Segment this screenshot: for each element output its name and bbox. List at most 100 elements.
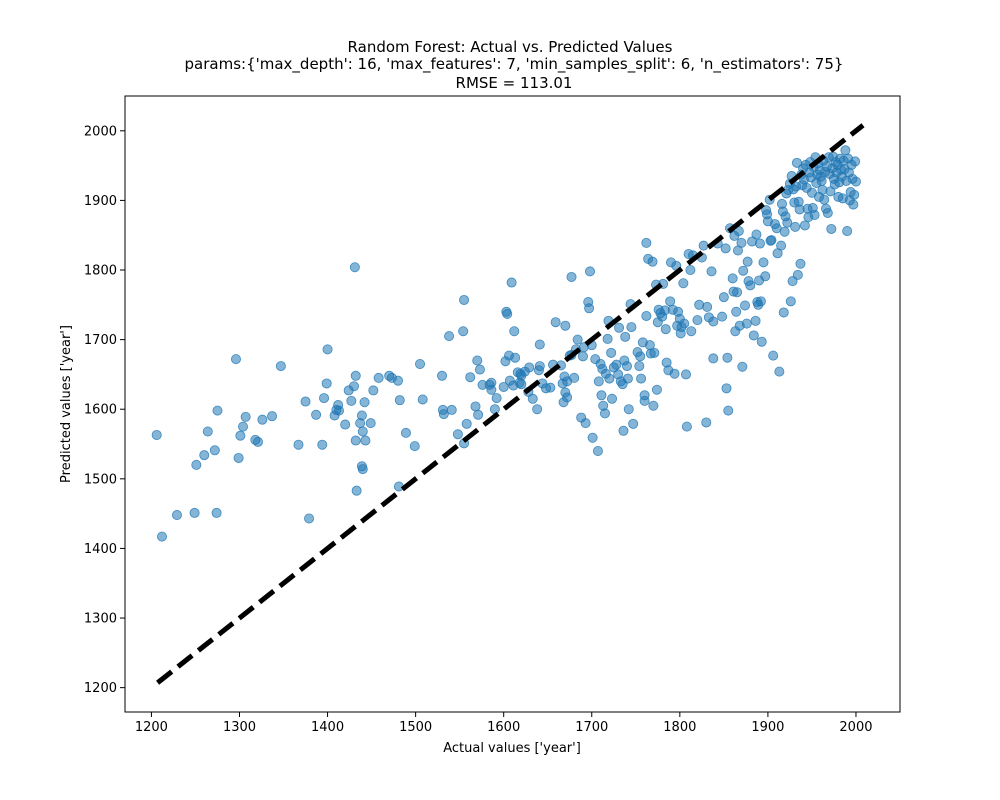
data-point-45 bbox=[359, 397, 370, 408]
data-point-73 bbox=[474, 364, 485, 375]
data-point-196 bbox=[678, 278, 689, 289]
data-point-238 bbox=[745, 280, 756, 291]
data-point-344 bbox=[849, 189, 860, 200]
data-point-209 bbox=[702, 301, 713, 312]
y-tick-label-1400: 1400 bbox=[84, 542, 117, 557]
data-point-216 bbox=[718, 292, 729, 303]
data-point-31 bbox=[334, 405, 345, 416]
data-point-77 bbox=[486, 377, 497, 388]
data-point-79 bbox=[491, 393, 502, 404]
data-point-113 bbox=[560, 320, 571, 331]
data-point-240 bbox=[748, 330, 759, 341]
data-point-69 bbox=[465, 372, 476, 383]
y-axis-label: Predicted values ['year'] bbox=[59, 325, 74, 483]
data-point-257 bbox=[768, 350, 779, 361]
data-point-151 bbox=[618, 425, 629, 436]
data-point-13 bbox=[238, 421, 249, 432]
data-point-89 bbox=[510, 352, 521, 363]
data-point-158 bbox=[626, 322, 637, 333]
data-point-11 bbox=[233, 452, 244, 463]
data-point-125 bbox=[580, 418, 591, 429]
data-point-49 bbox=[373, 372, 384, 383]
data-point-269 bbox=[782, 217, 793, 228]
x-tick-label-1300: 1300 bbox=[223, 720, 256, 735]
data-point-34 bbox=[346, 395, 357, 406]
data-point-57 bbox=[415, 358, 426, 369]
data-point-227 bbox=[732, 287, 743, 298]
data-point-65 bbox=[458, 326, 469, 337]
data-point-201 bbox=[685, 265, 696, 276]
y-tick-label-1900: 1900 bbox=[84, 194, 117, 209]
data-point-19 bbox=[275, 361, 286, 372]
data-point-32 bbox=[340, 419, 351, 430]
data-point-39 bbox=[351, 485, 362, 496]
data-point-128 bbox=[585, 266, 596, 277]
data-point-54 bbox=[394, 395, 405, 406]
data-point-197 bbox=[679, 318, 690, 329]
data-point-37 bbox=[350, 370, 361, 381]
y-tick-label-2000: 2000 bbox=[84, 124, 117, 139]
data-point-46 bbox=[360, 435, 371, 446]
points-layer bbox=[151, 145, 861, 542]
data-point-277 bbox=[790, 221, 801, 232]
data-point-83 bbox=[502, 308, 513, 319]
data-point-144 bbox=[607, 393, 618, 404]
reference-line bbox=[156, 123, 865, 685]
data-point-176 bbox=[651, 384, 662, 395]
data-point-183 bbox=[660, 324, 671, 335]
data-point-262 bbox=[776, 240, 787, 251]
data-point-174 bbox=[649, 347, 660, 358]
data-point-3 bbox=[189, 507, 200, 518]
data-point-27 bbox=[322, 344, 333, 355]
data-point-235 bbox=[741, 318, 752, 329]
data-point-121 bbox=[572, 334, 583, 345]
data-point-44 bbox=[357, 426, 368, 437]
data-point-18 bbox=[267, 411, 278, 422]
data-point-9 bbox=[212, 405, 223, 416]
data-point-343 bbox=[848, 199, 859, 210]
y-tick-label-1800: 1800 bbox=[84, 264, 117, 279]
data-point-146 bbox=[611, 359, 622, 370]
data-point-105 bbox=[545, 382, 556, 393]
data-point-140 bbox=[602, 333, 613, 344]
data-point-213 bbox=[708, 316, 719, 327]
data-point-12 bbox=[235, 430, 246, 441]
data-point-198 bbox=[680, 369, 691, 380]
x-tick-label-2000: 2000 bbox=[839, 720, 872, 735]
data-point-148 bbox=[614, 322, 625, 333]
data-point-70 bbox=[470, 401, 481, 412]
data-point-55 bbox=[400, 427, 411, 438]
data-point-242 bbox=[751, 229, 762, 240]
data-point-59 bbox=[437, 370, 448, 381]
data-point-215 bbox=[717, 311, 728, 322]
data-point-231 bbox=[736, 237, 747, 248]
data-point-58 bbox=[417, 394, 428, 405]
data-point-220 bbox=[723, 405, 734, 416]
data-point-0 bbox=[151, 429, 162, 440]
data-point-20 bbox=[293, 439, 304, 450]
data-point-172 bbox=[647, 256, 658, 267]
data-point-93 bbox=[516, 379, 527, 390]
data-point-163 bbox=[636, 373, 647, 384]
data-point-101 bbox=[534, 361, 545, 372]
data-point-186 bbox=[665, 296, 676, 307]
data-point-98 bbox=[527, 393, 538, 404]
chart-metric: RMSE = 113.01 bbox=[456, 74, 573, 92]
data-point-21 bbox=[300, 396, 311, 407]
data-point-199 bbox=[681, 421, 692, 432]
data-point-47 bbox=[365, 418, 376, 429]
data-point-189 bbox=[669, 368, 680, 379]
data-point-143 bbox=[606, 347, 617, 358]
data-point-138 bbox=[599, 408, 610, 419]
x-tick-label-1600: 1600 bbox=[487, 720, 520, 735]
data-point-35 bbox=[348, 381, 359, 392]
data-point-168 bbox=[641, 237, 652, 248]
data-point-217 bbox=[720, 243, 731, 254]
data-point-127 bbox=[584, 303, 595, 314]
data-point-26 bbox=[321, 378, 332, 389]
data-point-71 bbox=[472, 355, 483, 366]
data-point-2 bbox=[171, 510, 182, 521]
data-point-117 bbox=[566, 271, 577, 282]
data-point-233 bbox=[738, 265, 749, 276]
data-point-23 bbox=[311, 409, 322, 420]
